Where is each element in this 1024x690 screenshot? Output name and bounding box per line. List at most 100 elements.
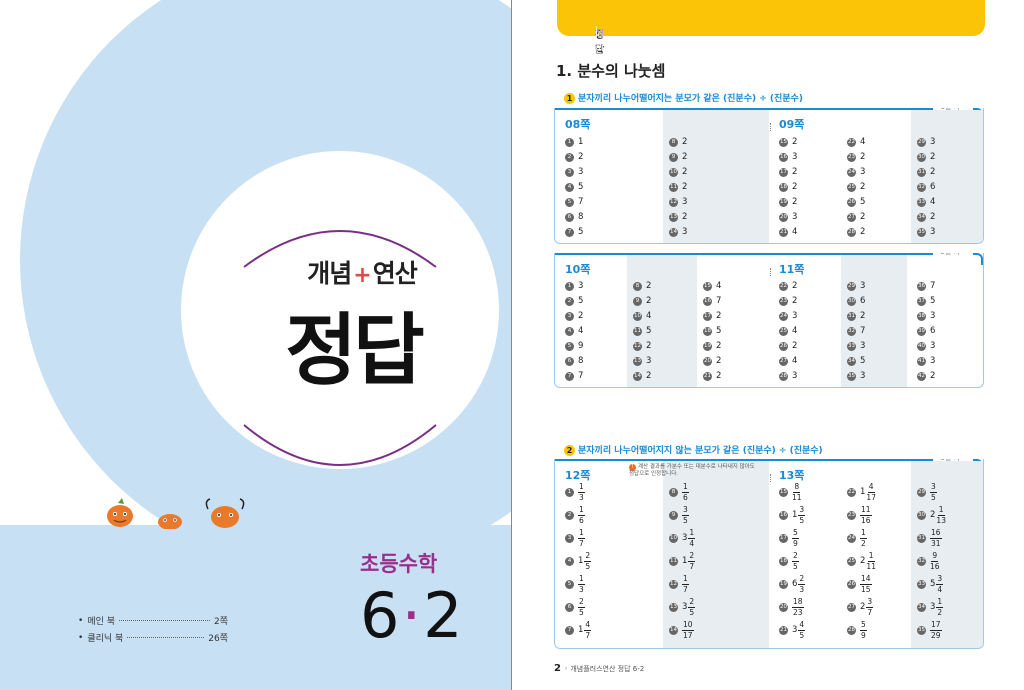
answer-value: 3 bbox=[682, 227, 688, 237]
question-number-badge: 7 bbox=[565, 625, 574, 635]
fraction-numerator: 1 bbox=[860, 528, 867, 539]
fraction-numerator: 11 bbox=[860, 505, 872, 516]
cover-title: 정답 bbox=[285, 306, 425, 396]
question-number-badge: 11 bbox=[669, 556, 678, 566]
page-number-label: 09쪽 bbox=[779, 118, 805, 131]
answer-item: 12 3 bbox=[669, 197, 687, 208]
answer-value: 3 bbox=[682, 197, 688, 207]
answer-item: 24 3 bbox=[847, 167, 865, 178]
answer-value: 2 bbox=[930, 167, 936, 177]
answer-value: 2 bbox=[930, 212, 936, 222]
answer-value: 3 bbox=[578, 281, 584, 291]
fraction-numerator: 2 bbox=[584, 551, 592, 562]
question-number-badge: 4 bbox=[565, 326, 574, 336]
fraction-denominator: 5 bbox=[931, 492, 936, 502]
answer-item: 25 2 bbox=[847, 182, 865, 193]
question-number-badge: 29 bbox=[917, 487, 926, 497]
answer-fraction: 14 15 bbox=[860, 575, 872, 593]
answer-item: 26 2 bbox=[779, 341, 797, 352]
answer-item: 41 3 bbox=[917, 356, 935, 367]
question-number-badge: 25 bbox=[847, 182, 856, 192]
column-shade bbox=[663, 461, 769, 648]
question-number-badge: 37 bbox=[917, 296, 926, 306]
panel-top-line bbox=[555, 253, 933, 255]
toc-item: • 메인 북 2쪽 bbox=[78, 615, 228, 628]
day-label: 2일 차 bbox=[937, 253, 963, 257]
answer-item: 19 2 bbox=[779, 197, 797, 208]
question-number-badge: 3 bbox=[565, 533, 574, 543]
question-number-badge: 6 bbox=[565, 212, 574, 222]
answer-value: 2 bbox=[792, 182, 798, 192]
question-number-badge: 34 bbox=[847, 356, 856, 366]
fraction-numerator: 17 bbox=[930, 620, 942, 631]
answer-item: 28 5 9 bbox=[847, 621, 867, 639]
answer-whole-part: 1 bbox=[860, 487, 866, 497]
fraction-numerator: 9 bbox=[931, 551, 939, 562]
fraction-denominator: 16 bbox=[861, 515, 871, 525]
answer-panel-day2: 2일 차10쪽11쪽132532445968778292104115122133… bbox=[554, 253, 984, 388]
fraction-denominator: 7 bbox=[585, 630, 591, 640]
fraction-denominator: 13 bbox=[936, 515, 946, 525]
answer-value: 2 bbox=[716, 356, 722, 366]
answer-item: 39 6 bbox=[917, 326, 935, 337]
question-number-badge: 28 bbox=[779, 371, 788, 381]
question-number-badge: 12 bbox=[633, 341, 642, 351]
answer-value: 3 bbox=[578, 167, 584, 177]
answer-item: 25 4 bbox=[779, 326, 797, 337]
answer-item: 23 2 bbox=[847, 152, 865, 163]
page-divider bbox=[511, 0, 512, 690]
question-number-badge: 35 bbox=[917, 625, 926, 635]
question-number-badge: 5 bbox=[565, 579, 574, 589]
answer-item: 25 2 1 11 bbox=[847, 552, 876, 570]
question-number-badge: 18 bbox=[779, 556, 788, 566]
question-number-badge: 8 bbox=[633, 281, 642, 291]
fraction-numerator: 4 bbox=[867, 482, 875, 493]
question-number-badge: 26 bbox=[779, 341, 788, 351]
answer-value: 3 bbox=[646, 356, 652, 366]
answer-item: 21 2 bbox=[703, 371, 721, 382]
answer-item: 13 3 2 5 bbox=[669, 598, 696, 616]
answer-value: 6 bbox=[860, 296, 866, 306]
answer-item: 32 9 16 bbox=[917, 552, 940, 570]
question-number-badge: 17 bbox=[703, 311, 712, 321]
answer-fraction: 1 13 bbox=[936, 506, 946, 524]
answer-page: 정답 | 메인 북 1. 분수의 나눗셈 1 분자끼리 나누어떨어지는 분모가 같… bbox=[512, 0, 1024, 690]
answer-value: 2 bbox=[792, 281, 798, 291]
question-number-badge: 27 bbox=[779, 356, 788, 366]
panel-top-line bbox=[555, 459, 933, 461]
answer-fraction: 11 16 bbox=[860, 506, 872, 524]
answer-value: 3 bbox=[930, 341, 936, 351]
question-number-badge: 2 bbox=[565, 152, 574, 162]
question-number-badge: 22 bbox=[847, 137, 856, 147]
answer-item: 29 3 5 bbox=[917, 483, 937, 501]
toc-item: • 클리닉 북 26쪽 bbox=[78, 632, 228, 645]
answer-value: 7 bbox=[860, 326, 866, 336]
fraction-numerator: 3 bbox=[798, 505, 806, 516]
answer-item: 16 7 bbox=[703, 296, 721, 307]
page-number-label: 12쪽 bbox=[565, 469, 591, 482]
question-number-badge: 41 bbox=[917, 356, 926, 366]
answer-value: 4 bbox=[578, 326, 584, 336]
question-number-badge: 8 bbox=[669, 487, 678, 497]
question-number-badge: 34 bbox=[917, 602, 926, 612]
fraction-numerator: 1 bbox=[867, 551, 875, 562]
answer-value: 2 bbox=[860, 212, 866, 222]
fraction-denominator: 4 bbox=[689, 538, 695, 548]
fraction-numerator: 4 bbox=[584, 620, 592, 631]
question-number-badge: 1 bbox=[565, 137, 574, 147]
question-number-badge: 32 bbox=[847, 326, 856, 336]
answer-value: 2 bbox=[646, 341, 652, 351]
question-number-badge: 3 bbox=[565, 311, 574, 321]
answer-item: 11 2 bbox=[669, 182, 687, 193]
